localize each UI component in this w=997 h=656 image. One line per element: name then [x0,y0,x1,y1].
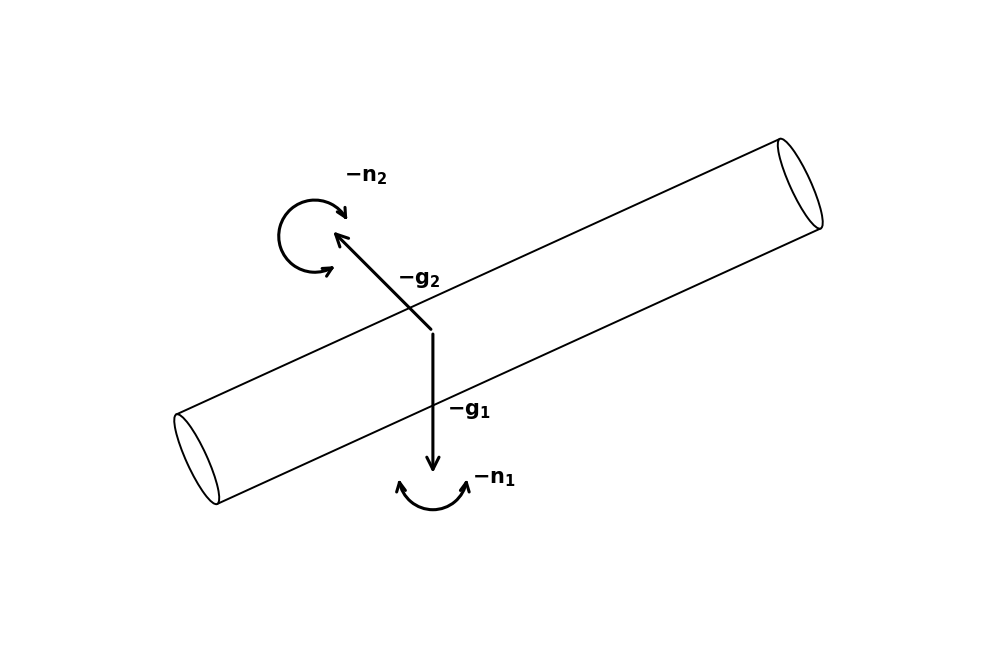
Text: $\mathbf{-n_2}$: $\mathbf{-n_2}$ [344,167,388,187]
Polygon shape [176,139,821,504]
Text: $\mathbf{-n_1}$: $\mathbf{-n_1}$ [473,469,516,489]
Ellipse shape [174,414,219,504]
Text: $\mathbf{-g_2}$: $\mathbf{-g_2}$ [397,270,440,291]
Text: $\mathbf{-g_1}$: $\mathbf{-g_1}$ [448,401,492,420]
Ellipse shape [778,138,823,229]
